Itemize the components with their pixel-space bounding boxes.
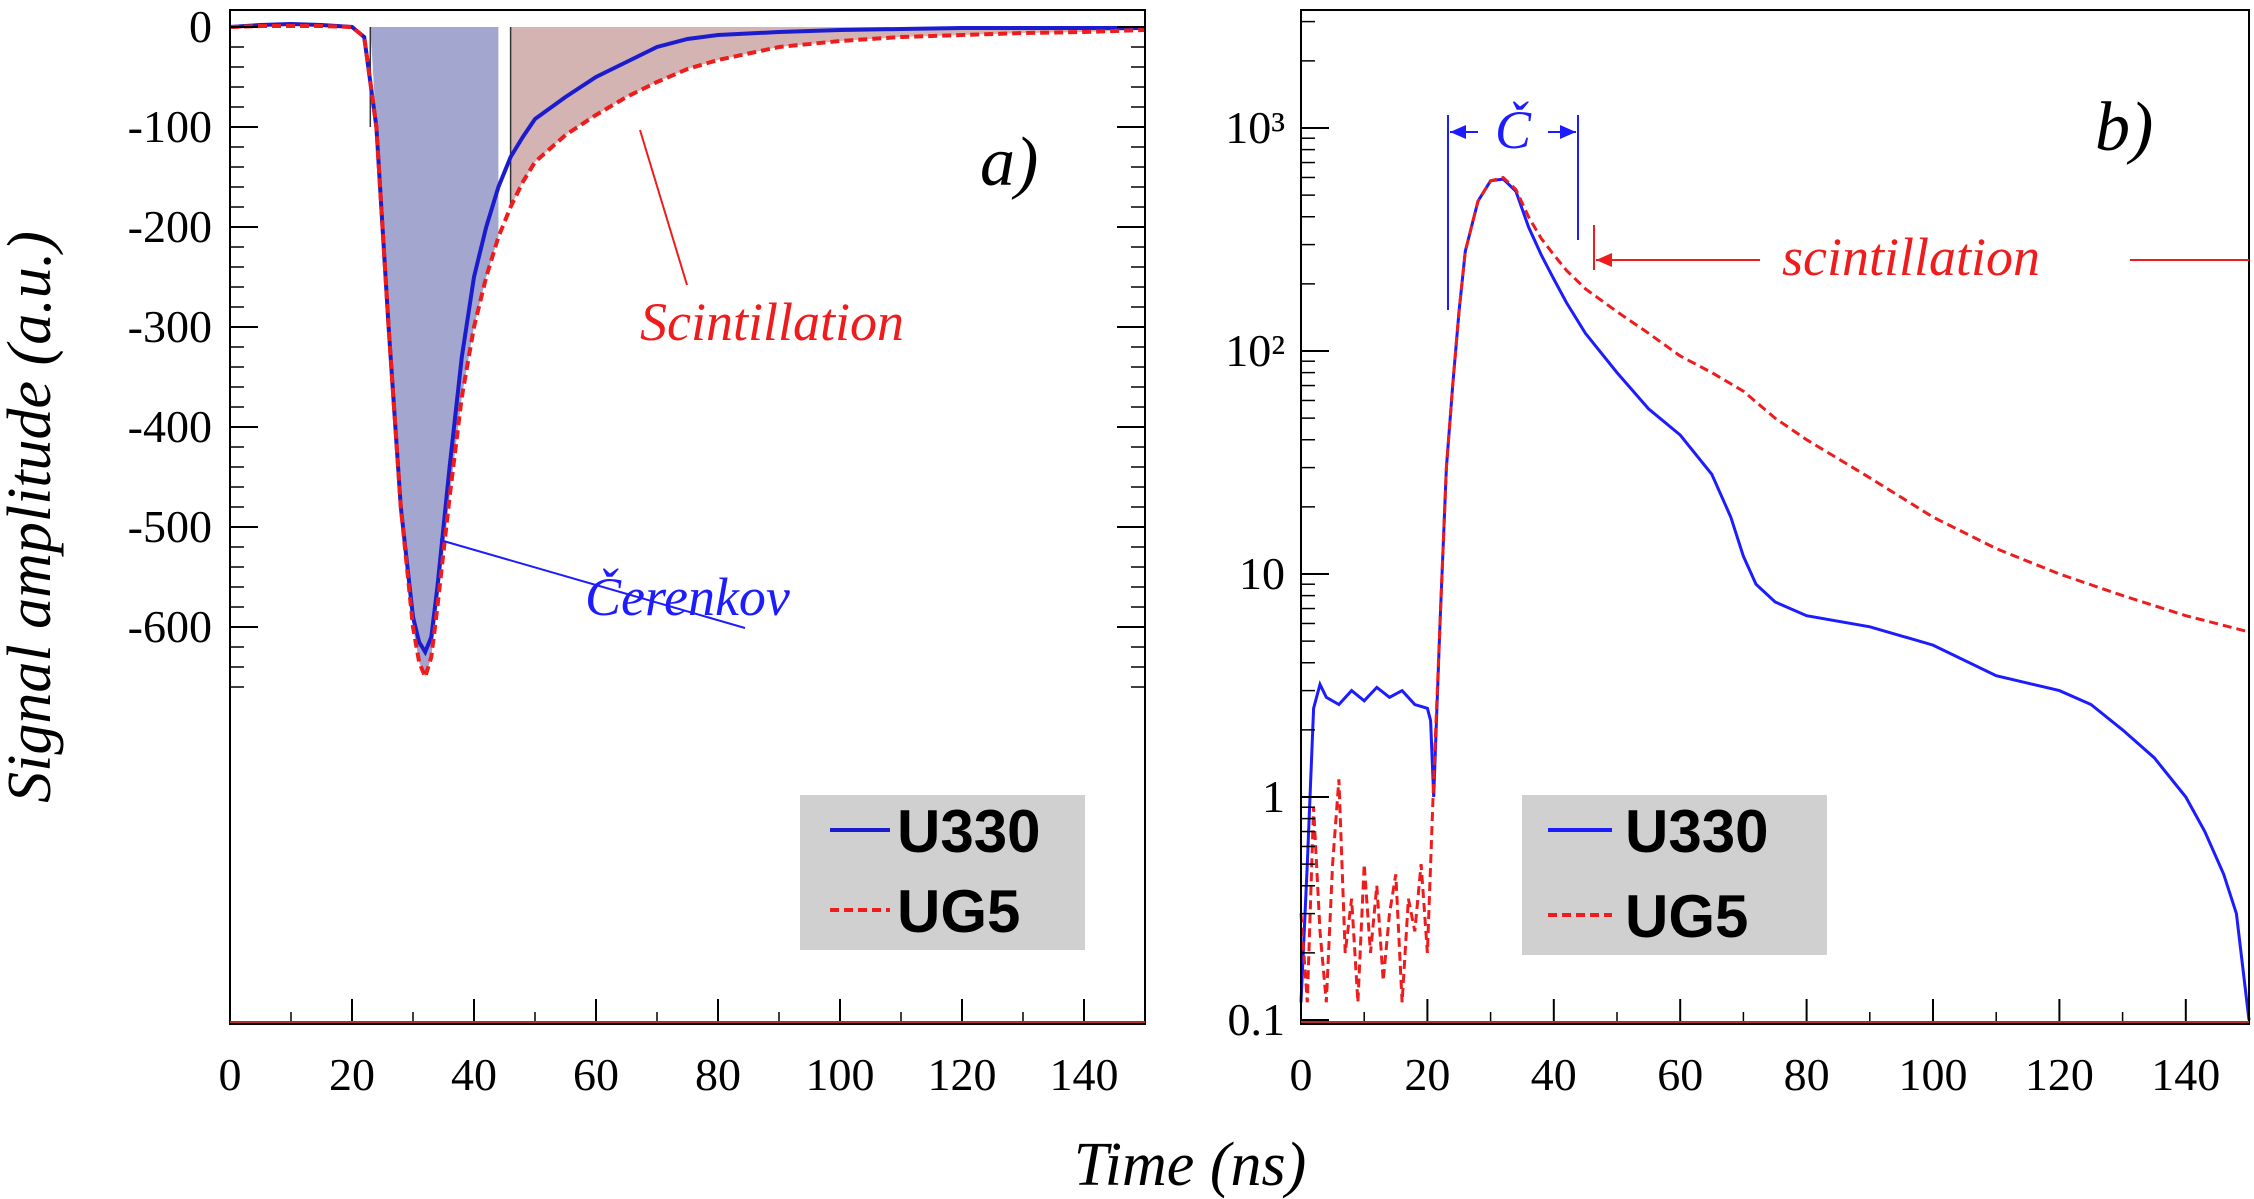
scintillation-short-label: scintillation [1782,227,2040,287]
y-tick-label: -100 [128,101,212,152]
legend-ug5-label: UG5 [897,878,1020,945]
legend-u330-label: U330 [1625,798,1768,865]
panel-a-ticks: 0 20 40 60 80 100 120 140 0 -100 -200 -300 -400 -500 -… [128,1,1145,1100]
panel-a-label: a) [980,124,1038,201]
panel-b-frame [1300,9,2250,1025]
x-tick-label: 0 [1290,1049,1313,1100]
panel-b-legend: U330 UG5 [1522,795,1827,955]
x-tick-label: 120 [928,1049,997,1100]
y-tick-label: 0.1 [1228,994,1286,1045]
x-tick-label: 20 [329,1049,375,1100]
band-scintillation [510,27,1146,207]
x-tick-label: 120 [2025,1049,2094,1100]
legend-background [800,795,1085,950]
x-tick-label: 20 [1404,1049,1450,1100]
y-tick-label: 10³ [1225,102,1285,153]
x-tick-label: 140 [2151,1049,2220,1100]
series-u330 [1299,177,2251,1021]
cerenkov-leader-line [439,539,746,629]
x-tick-label: 40 [451,1049,497,1100]
scintillation-leader-line [639,129,688,286]
x-tick-label: 140 [1050,1049,1119,1100]
x-tick-label: 80 [695,1049,741,1100]
series-ug5 [1299,175,2250,1003]
x-tick-label: 60 [573,1049,619,1100]
x-axis-title: Time (ns) [1074,1131,1307,1199]
legend-ug5-label: UG5 [1625,883,1748,950]
cerenkov-arrow-left-head [1450,125,1466,139]
series-ug5 [229,24,1146,683]
y-tick-label: -600 [128,601,212,652]
x-tick-label: 0 [219,1049,242,1100]
panel-b: 0 20 40 60 80 100 120 140 0.1 1 10 10² 10³ b) Č scin… [1225,9,2251,1100]
x-tick-label: 60 [1657,1049,1703,1100]
panel-b-annotations: Č scintillation [1447,100,2249,310]
y-tick-label: 1 [1262,771,1285,822]
panel-a-series [229,21,1146,683]
panel-b-ticks: 0 20 40 60 80 100 120 140 0.1 1 10 10² 10³ [1225,20,2249,1100]
x-tick-label: 40 [1531,1049,1577,1100]
panel-b-label: b) [2095,89,2153,166]
panel-a-annotations: Čerenkov Scintillation [439,129,904,629]
y-tick-label: 10 [1239,548,1285,599]
legend-background [1522,795,1827,955]
y-tick-label: 0 [189,1,212,52]
cerenkov-short-label: Č [1495,100,1532,160]
y-axis-title: Signal amplitude (a.u.) [0,231,64,803]
scintillation-arrow-head [1596,253,1612,267]
y-tick-label: -500 [128,501,212,552]
y-tick-label: -300 [128,301,212,352]
y-tick-label: 10² [1225,325,1285,376]
x-tick-label: 80 [1784,1049,1830,1100]
panel-a: 0 20 40 60 80 100 120 140 0 -100 -200 -300 -400 -500 -… [128,1,1146,1100]
legend-u330-label: U330 [897,798,1040,865]
x-tick-label: 100 [806,1049,875,1100]
scintillation-label: Scintillation [640,292,904,352]
panel-b-series [1299,175,2251,1021]
cerenkov-arrow-right-head [1560,125,1576,139]
y-tick-label: -200 [128,201,212,252]
x-tick-label: 100 [1899,1049,1968,1100]
panel-a-legend: U330 UG5 [800,795,1085,950]
cerenkov-label: Čerenkov [585,567,790,627]
panel-a-frame [229,9,1146,1025]
y-tick-label: -400 [128,401,212,452]
